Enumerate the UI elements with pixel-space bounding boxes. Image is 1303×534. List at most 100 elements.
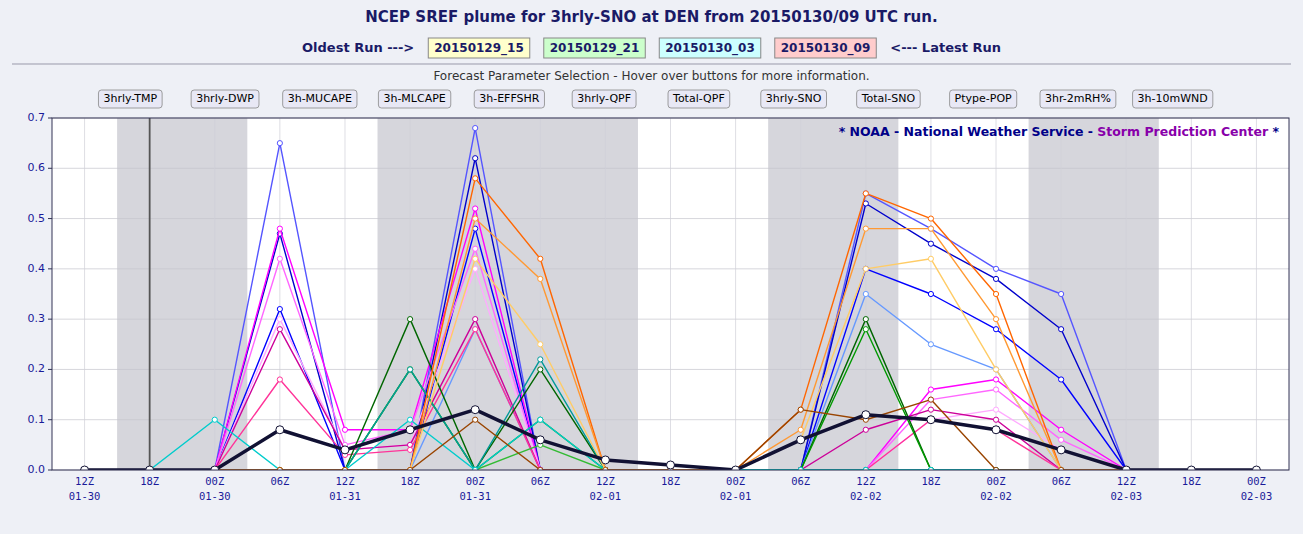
- x-tick-label: 12Z: [596, 475, 615, 487]
- x-date-label: 01-30: [199, 490, 231, 502]
- x-tick-label: 18Z: [1182, 475, 1201, 487]
- series-line: [85, 158, 1257, 470]
- watermark: * NOAA - National Weather Service - Stor…: [839, 124, 1280, 139]
- x-tick-label: 18Z: [140, 475, 159, 487]
- y-tick-label: 0.5: [28, 212, 46, 225]
- watermark-part: * NOAA - National Weather Service -: [839, 124, 1098, 139]
- plot-frame: [52, 118, 1289, 470]
- series-point: [667, 461, 675, 469]
- button: [950, 90, 1017, 108]
- series-point: [601, 456, 609, 464]
- series-point: [407, 417, 412, 422]
- run-date: 20150130_03: [665, 41, 755, 56]
- series-point: [863, 266, 868, 271]
- y-tick-label: 0.6: [28, 161, 46, 174]
- x-date-label: 02-02: [850, 490, 882, 502]
- x-date-label: 02-03: [1110, 490, 1142, 502]
- separator: [12, 64, 1291, 65]
- series-line: [85, 259, 1257, 470]
- x-tick-label: 06Z: [1052, 475, 1071, 487]
- button: [283, 90, 357, 108]
- x-date-label: 02-03: [1241, 490, 1273, 502]
- x-tick-label: 12Z: [75, 475, 94, 487]
- series-point: [992, 426, 1000, 434]
- button-label: 3hrly-SNO: [766, 92, 822, 105]
- y-tick-label: 0.3: [28, 312, 46, 325]
- series-point: [1122, 466, 1130, 470]
- button-label: 3hrly-QPF: [577, 92, 631, 105]
- run-row: Oldest Run --->20150129_1520150129_21201…: [302, 38, 1001, 58]
- button-group: 3h-MUCAPE: [283, 90, 357, 108]
- grid-line-x: [84, 118, 85, 470]
- series-line: [85, 319, 1257, 470]
- run-date-box: [544, 38, 646, 58]
- series-line: [85, 128, 1257, 470]
- run-date: 20150129_15: [434, 41, 524, 56]
- series-point: [993, 387, 998, 392]
- series-point: [732, 466, 740, 470]
- button-label: 3hrly-DWP: [196, 92, 254, 105]
- watermark-part: Storm Prediction Center: [1097, 124, 1269, 139]
- series-point: [928, 291, 933, 296]
- series-point: [1059, 377, 1064, 382]
- series-point: [473, 156, 478, 161]
- series-point: [406, 426, 414, 434]
- run-date: 20150129_21: [550, 41, 640, 56]
- grid-line-x: [800, 118, 801, 470]
- current-time-line: [149, 118, 151, 470]
- series-point: [863, 226, 868, 231]
- series-point: [471, 406, 479, 414]
- series-point: [928, 256, 933, 261]
- series-point: [407, 447, 412, 452]
- series-point: [407, 367, 412, 372]
- button: [98, 90, 162, 108]
- button: [378, 90, 450, 108]
- series-point: [928, 342, 933, 347]
- series-point: [81, 466, 89, 470]
- series-point: [538, 357, 543, 362]
- series-point: [928, 387, 933, 392]
- series-point: [277, 377, 282, 382]
- series-point: [928, 397, 933, 402]
- grid-line-x: [735, 118, 736, 470]
- y-tick-label: 0.2: [28, 362, 46, 375]
- series-point: [863, 191, 868, 196]
- series-point: [993, 407, 998, 412]
- button: [191, 90, 259, 108]
- series-point: [211, 466, 219, 470]
- series-line: [85, 219, 1257, 470]
- night-band: [378, 118, 638, 470]
- series-point: [928, 226, 933, 231]
- series-line: [85, 269, 1257, 470]
- series-point: [277, 306, 282, 311]
- y-tick-label: 0.4: [28, 262, 46, 275]
- x-date-label: 02-01: [590, 490, 622, 502]
- button: [761, 90, 827, 108]
- x-tick-label: 18Z: [401, 475, 420, 487]
- y-tick: [48, 268, 52, 269]
- series-line: [85, 229, 1257, 470]
- x-tick-label: 06Z: [791, 475, 810, 487]
- series-point: [473, 216, 478, 221]
- x-date-label: 01-31: [459, 490, 491, 502]
- series-line: [85, 400, 1257, 470]
- series-point: [798, 407, 803, 412]
- series-point: [538, 417, 543, 422]
- button-group: Ptype-POP: [950, 90, 1017, 108]
- button: [474, 90, 544, 108]
- series-point: [473, 327, 478, 332]
- series-point: [797, 436, 805, 444]
- series-line: [85, 319, 1257, 470]
- series-point: [277, 141, 282, 146]
- night-band: [1029, 118, 1159, 470]
- grid-line-x: [1256, 118, 1257, 470]
- series-line: [85, 410, 1257, 470]
- series-point: [1187, 466, 1195, 470]
- series-point: [538, 367, 543, 372]
- button-group: 3hrly-TMP: [98, 90, 162, 108]
- y-tick: [48, 419, 52, 420]
- x-date-label: 01-30: [69, 490, 101, 502]
- series-point: [473, 176, 478, 181]
- button-label: 3h-MLCAPE: [383, 92, 445, 105]
- button-label: 3h-10mWND: [1138, 92, 1208, 105]
